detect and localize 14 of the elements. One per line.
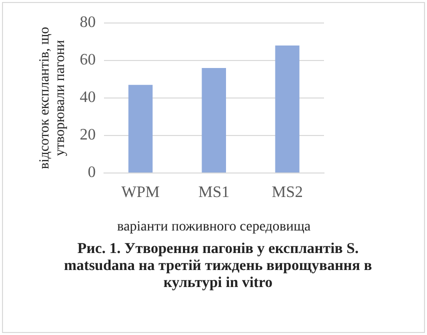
- bar: [275, 46, 300, 172]
- y-tick-label: 80: [80, 14, 96, 32]
- y-tick-label: 0: [88, 164, 96, 182]
- y-tick-label: 60: [80, 52, 96, 69]
- y-axis-title: відсоток експлантів, що утворювали пагони: [37, 26, 68, 170]
- x-tick-label: WPM: [121, 184, 160, 201]
- y-tick-label: 40: [80, 89, 96, 106]
- x-axis-title: варіанти поживного середовища: [117, 219, 312, 234]
- bar: [202, 68, 226, 172]
- x-tick-label: MS2: [272, 184, 303, 201]
- bar: [128, 84, 153, 172]
- y-tick-label: 20: [80, 126, 96, 144]
- x-tick-label: MS1: [198, 184, 230, 201]
- text: Рис. 1. Утворення пагонів у експлантів S. matsudana на третій тиждень вирощування в культурі in vitro: [63, 241, 373, 292]
